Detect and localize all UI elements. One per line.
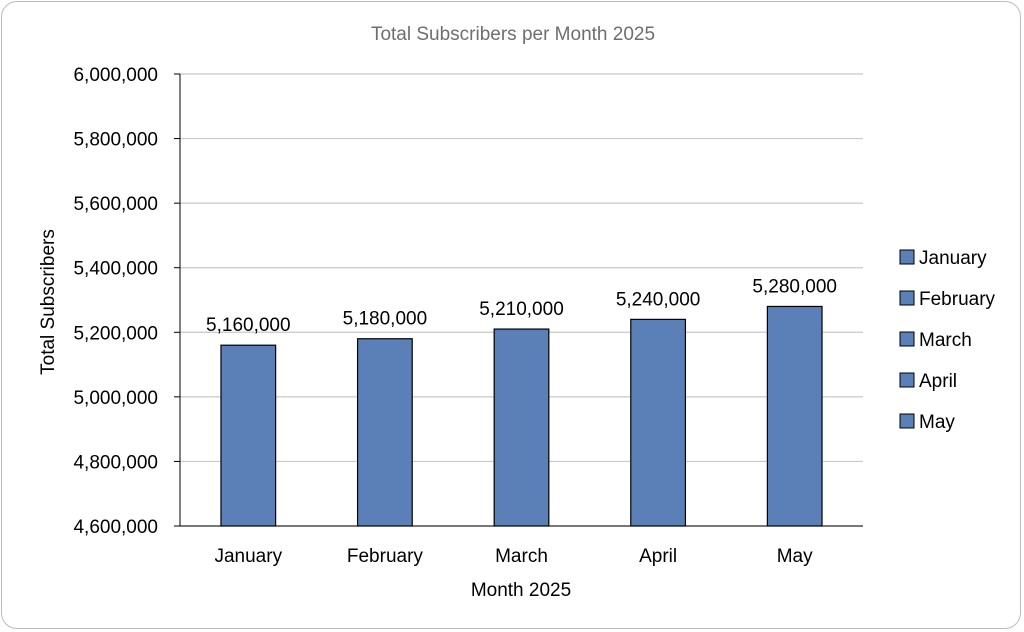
y-tick-label: 5,400,000 bbox=[73, 259, 158, 280]
data-labels: 5,160,000 5,180,000 5,210,000 5,240,000 5,28… bbox=[206, 276, 837, 336]
x-tick-label: May bbox=[777, 546, 813, 567]
y-tick-label: 5,800,000 bbox=[73, 130, 158, 151]
legend-swatch bbox=[899, 372, 915, 388]
chart-title: Total Subscribers per Month 2025 bbox=[371, 24, 655, 45]
legend-label: January bbox=[919, 248, 987, 269]
y-axis-ticks: 4,600,000 4,800,000 5,000,000 5,200,000 5,40… bbox=[73, 65, 180, 538]
data-label: 5,160,000 bbox=[206, 315, 291, 336]
legend-label: May bbox=[919, 412, 955, 433]
x-tick-label: January bbox=[214, 546, 282, 567]
y-axis-title: Total Subscribers bbox=[38, 229, 59, 375]
bars bbox=[220, 305, 823, 527]
y-tick-label: 6,000,000 bbox=[73, 65, 158, 86]
bar-may bbox=[766, 305, 823, 527]
x-tick-label: March bbox=[495, 546, 548, 567]
bar-february bbox=[356, 338, 413, 527]
y-tick-label: 4,600,000 bbox=[73, 517, 158, 538]
legend-label: April bbox=[919, 371, 957, 392]
x-axis-title: Month 2025 bbox=[471, 580, 571, 601]
bar-april bbox=[630, 318, 687, 527]
y-tick-label: 4,800,000 bbox=[73, 452, 158, 473]
legend-swatch bbox=[899, 249, 915, 265]
legend: January February March April May bbox=[899, 248, 996, 433]
x-tick-label: April bbox=[639, 546, 677, 567]
y-tick-label: 5,200,000 bbox=[73, 323, 158, 344]
x-tick-label: February bbox=[347, 546, 424, 567]
data-label: 5,180,000 bbox=[343, 309, 428, 330]
data-label: 5,280,000 bbox=[752, 276, 837, 297]
data-label: 5,240,000 bbox=[616, 289, 701, 310]
legend-swatch bbox=[899, 413, 915, 429]
y-tick-label: 5,000,000 bbox=[73, 388, 158, 409]
bar-january bbox=[220, 344, 277, 527]
legend-label: March bbox=[919, 330, 972, 351]
legend-swatch bbox=[899, 290, 915, 306]
legend-label: February bbox=[919, 289, 996, 310]
y-tick-label: 5,600,000 bbox=[73, 194, 158, 215]
legend-swatch bbox=[899, 331, 915, 347]
data-label: 5,210,000 bbox=[479, 299, 564, 320]
x-axis-ticks: January February March April May bbox=[214, 546, 813, 567]
bar-march bbox=[493, 328, 550, 527]
